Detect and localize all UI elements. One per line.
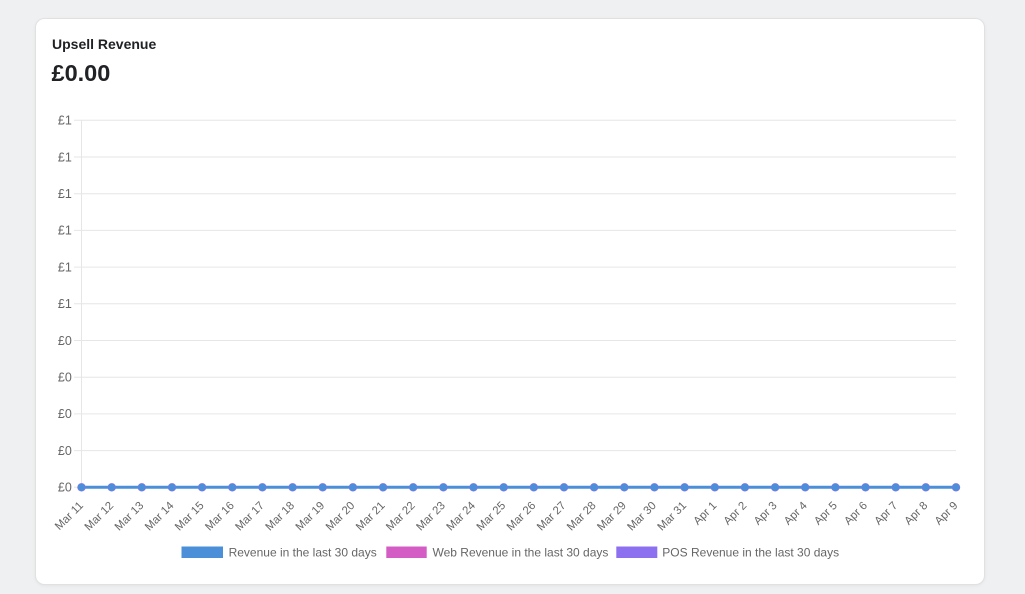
svg-text:Mar 26: Mar 26 (505, 500, 539, 534)
svg-text:Mar 24: Mar 24 (444, 500, 478, 534)
svg-text:Revenue in the last 30 days: Revenue in the last 30 days (229, 546, 377, 560)
svg-text:Apr 2: Apr 2 (722, 500, 750, 528)
svg-text:Apr 7: Apr 7 (872, 500, 900, 528)
svg-text:£1: £1 (58, 150, 72, 164)
svg-text:Mar 11: Mar 11 (53, 500, 86, 533)
svg-text:Mar 19: Mar 19 (294, 500, 328, 534)
svg-text:£0: £0 (58, 334, 72, 348)
svg-text:Apr 4: Apr 4 (782, 500, 810, 528)
svg-text:Apr 3: Apr 3 (752, 500, 780, 528)
svg-text:Apr 1: Apr 1 (692, 500, 720, 528)
svg-text:Mar 28: Mar 28 (565, 500, 599, 534)
svg-text:Mar 30: Mar 30 (625, 500, 659, 534)
svg-text:Mar 18: Mar 18 (264, 500, 298, 534)
svg-text:Mar 12: Mar 12 (83, 500, 117, 534)
svg-text:£1: £1 (58, 260, 72, 274)
svg-text:Mar 16: Mar 16 (203, 500, 237, 534)
svg-text:Mar 21: Mar 21 (354, 500, 388, 534)
svg-text:Mar 23: Mar 23 (414, 500, 448, 534)
svg-text:Mar 31: Mar 31 (656, 500, 690, 534)
svg-text:Mar 22: Mar 22 (384, 500, 418, 534)
svg-text:Mar 13: Mar 13 (113, 500, 147, 534)
svg-text:£1: £1 (58, 224, 72, 238)
svg-text:Mar 14: Mar 14 (143, 500, 177, 534)
svg-text:Apr 8: Apr 8 (903, 500, 931, 528)
svg-text:£1: £1 (58, 297, 72, 311)
svg-text:POS Revenue in the last 30 day: POS Revenue in the last 30 days (662, 546, 839, 560)
svg-text:Apr 6: Apr 6 (842, 500, 870, 528)
svg-text:£1: £1 (58, 114, 72, 128)
svg-text:£0: £0 (58, 371, 72, 385)
svg-text:£0: £0 (58, 481, 72, 495)
svg-text:Apr 5: Apr 5 (812, 500, 840, 528)
svg-text:Mar 25: Mar 25 (475, 500, 509, 534)
svg-text:Mar 17: Mar 17 (233, 500, 267, 534)
svg-text:Mar 15: Mar 15 (173, 500, 207, 534)
svg-text:Mar 27: Mar 27 (535, 500, 569, 534)
svg-text:Web Revenue in the last 30 day: Web Revenue in the last 30 days (433, 546, 609, 560)
svg-text:£1: £1 (58, 187, 72, 201)
svg-text:Apr 9: Apr 9 (933, 500, 961, 528)
svg-text:£0: £0 (58, 407, 72, 421)
svg-text:Mar 20: Mar 20 (324, 500, 358, 534)
svg-text:£0: £0 (58, 444, 72, 458)
svg-text:Mar 29: Mar 29 (595, 500, 629, 534)
